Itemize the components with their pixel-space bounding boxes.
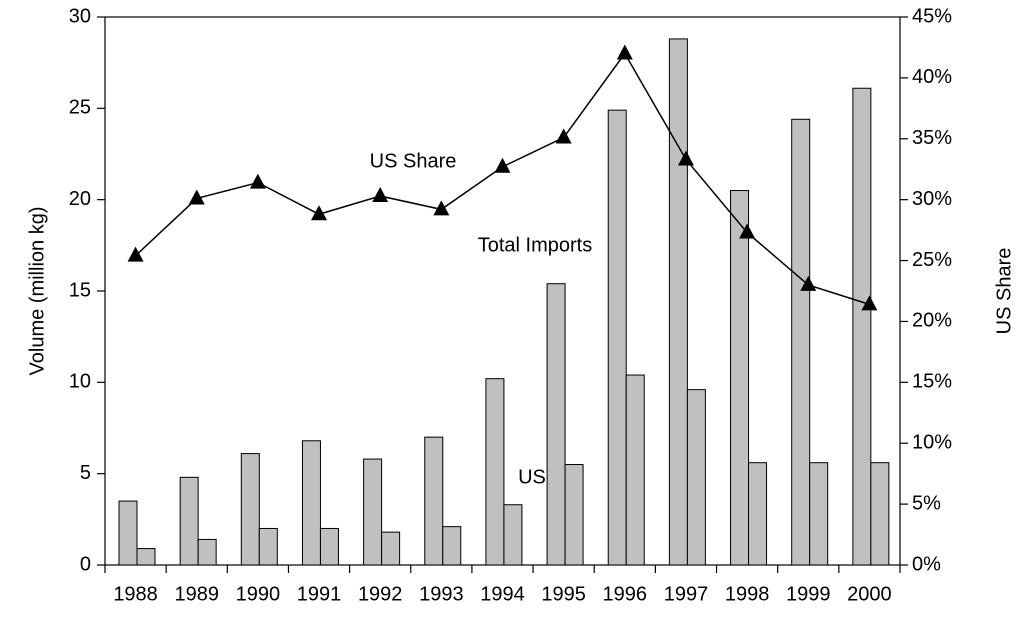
bar bbox=[442, 526, 462, 566]
marker bbox=[861, 295, 878, 311]
y2-tick-label: 5% bbox=[912, 492, 941, 514]
x-tick-label: 1988 bbox=[113, 583, 158, 605]
bar bbox=[363, 458, 383, 566]
x-tick-label: 1992 bbox=[358, 583, 403, 605]
marker bbox=[616, 44, 633, 60]
marker bbox=[555, 128, 572, 144]
y2-tick-label: 30% bbox=[912, 188, 952, 210]
y2-tick-label: 40% bbox=[912, 66, 952, 88]
marker bbox=[494, 157, 511, 173]
bar bbox=[118, 500, 138, 566]
marker bbox=[188, 189, 205, 205]
x-tick-label: 1997 bbox=[664, 583, 709, 605]
bar bbox=[301, 440, 321, 566]
bar bbox=[424, 436, 444, 566]
y-tick-label: 5 bbox=[80, 462, 91, 484]
bar bbox=[485, 378, 505, 566]
bar bbox=[625, 374, 645, 566]
bar bbox=[546, 283, 566, 566]
x-tick-label: 2000 bbox=[847, 583, 892, 605]
bar bbox=[870, 462, 890, 566]
x-tick-label: 1996 bbox=[603, 583, 648, 605]
bar bbox=[197, 538, 217, 566]
y2-tick-label: 15% bbox=[912, 371, 952, 393]
marker bbox=[433, 200, 450, 216]
x-tick-label: 1998 bbox=[725, 583, 770, 605]
bar bbox=[686, 389, 706, 566]
y-tick-label: 25 bbox=[69, 97, 91, 119]
bar bbox=[668, 38, 688, 566]
y-tick-label: 15 bbox=[69, 279, 91, 301]
y2-tick-label: 10% bbox=[912, 432, 952, 454]
x-tick-label: 1999 bbox=[786, 583, 831, 605]
x-tick-label: 1995 bbox=[541, 583, 586, 605]
bar bbox=[791, 118, 811, 566]
bar bbox=[240, 453, 260, 566]
y2-tick-label: 20% bbox=[912, 310, 952, 332]
marker bbox=[127, 246, 144, 262]
y2-axis-label: US Share bbox=[993, 248, 1015, 335]
bar bbox=[748, 462, 768, 566]
y-tick-label: 20 bbox=[69, 188, 91, 210]
y2-tick-label: 25% bbox=[912, 249, 952, 271]
series-annotation: US bbox=[518, 466, 546, 488]
marker bbox=[249, 173, 266, 189]
marker bbox=[739, 223, 756, 239]
y2-tick-label: 45% bbox=[912, 5, 952, 27]
bar bbox=[809, 462, 829, 566]
bar bbox=[730, 190, 750, 566]
x-tick-label: 1989 bbox=[174, 583, 219, 605]
marker bbox=[800, 275, 817, 291]
bar bbox=[179, 476, 199, 566]
x-tick-label: 1990 bbox=[236, 583, 281, 605]
y-axis-label: Volume (million kg) bbox=[26, 207, 48, 376]
x-tick-label: 1993 bbox=[419, 583, 464, 605]
bar bbox=[852, 87, 872, 566]
bar bbox=[381, 531, 401, 566]
y-tick-label: 10 bbox=[69, 371, 91, 393]
marker bbox=[372, 187, 389, 203]
bar bbox=[564, 464, 584, 566]
bar bbox=[136, 548, 156, 566]
x-tick-label: 1991 bbox=[297, 583, 342, 605]
y-tick-label: 30 bbox=[69, 5, 91, 27]
bar bbox=[319, 527, 339, 566]
bar bbox=[258, 527, 278, 566]
y-tick-label: 0 bbox=[80, 553, 91, 575]
marker bbox=[677, 150, 694, 166]
bar bbox=[607, 109, 627, 566]
x-tick-label: 1994 bbox=[480, 583, 525, 605]
series-annotation: Total Imports bbox=[478, 234, 592, 256]
bar bbox=[503, 504, 523, 566]
y2-tick-label: 35% bbox=[912, 127, 952, 149]
line bbox=[135, 52, 870, 306]
marker bbox=[311, 205, 328, 221]
y2-tick-label: 0% bbox=[912, 553, 941, 575]
series-annotation: US Share bbox=[370, 150, 457, 172]
